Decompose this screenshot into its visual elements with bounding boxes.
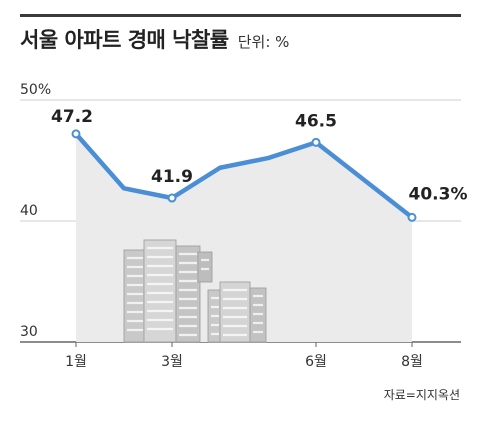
data-label: 46.5 — [295, 111, 337, 131]
y-tick-label: 40 — [20, 203, 38, 219]
x-tick-label: 3월 — [161, 354, 183, 370]
data-points — [71, 129, 417, 222]
data-labels: 47.2 41.9 46.5 40.3% — [51, 107, 467, 204]
data-point-marker — [167, 193, 177, 203]
y-tick-label: 50% — [20, 82, 51, 98]
title-row: 서울 아파트 경매 낙찰률 단위: % — [20, 24, 289, 54]
data-label: 47.2 — [51, 107, 93, 127]
building-block — [175, 245, 201, 343]
data-label: 40.3% — [409, 184, 468, 204]
building-block — [219, 281, 251, 343]
x-tick-label: 1월 — [65, 354, 87, 370]
unit-label: 단위: % — [237, 33, 290, 51]
x-tick-label: 8월 — [401, 354, 423, 370]
building-block — [123, 249, 147, 343]
chart-title: 서울 아파트 경매 낙찰률 — [20, 28, 229, 52]
data-label: 41.9 — [151, 167, 193, 187]
data-point-marker — [311, 137, 321, 147]
series-line — [73, 131, 415, 220]
data-point-marker — [71, 129, 81, 139]
source-note: 자료=지지옥션 — [383, 388, 460, 402]
building-illustration — [123, 239, 267, 343]
building-block — [143, 239, 177, 343]
series-line-group — [73, 131, 415, 220]
data-point-marker — [407, 212, 417, 222]
x-axis-ticks: 1월 3월 6월 8월 — [65, 342, 423, 370]
y-axis-ticks: 50% 40 30 — [20, 82, 51, 340]
y-tick-label: 30 — [20, 324, 38, 340]
top-rule — [20, 14, 461, 17]
building-block — [197, 251, 213, 283]
x-tick-label: 6월 — [305, 354, 327, 370]
